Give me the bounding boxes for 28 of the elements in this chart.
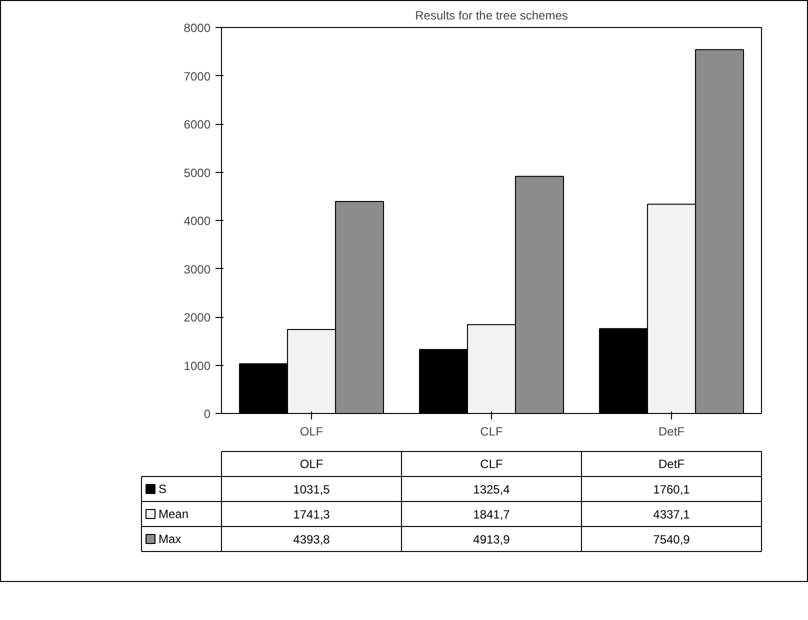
y-tick-label: 6000 — [184, 118, 211, 132]
data-label: 1741,3 — [293, 508, 330, 522]
x-tick-label: CLF — [480, 424, 503, 438]
y-tick-label: 8000 — [184, 21, 211, 35]
legend-label: Mean — [158, 507, 189, 521]
data-label: 1841,7 — [473, 508, 510, 522]
data-label: 4337,1 — [653, 508, 690, 522]
category-label: CLF — [480, 457, 503, 471]
category-label: DetF — [658, 457, 685, 471]
y-tick-label: 2000 — [184, 310, 211, 324]
y-tick-label: 7000 — [184, 69, 211, 84]
data-label: 1760,1 — [653, 482, 690, 496]
y-tick-label: 3000 — [184, 262, 211, 276]
x-tick-label: DetF — [658, 424, 685, 438]
legend-label: S — [158, 482, 167, 496]
chart-title: Results for the tree schemes — [415, 8, 568, 22]
y-tick-label: 0 — [204, 407, 211, 421]
legend-label: Max — [158, 532, 182, 546]
x-tick-label: OLF — [300, 424, 324, 438]
data-label: 1031,5 — [293, 482, 330, 496]
category-label: OLF — [300, 457, 324, 471]
data-label: 1325,4 — [473, 482, 510, 496]
data-label: 4913,9 — [473, 532, 510, 546]
y-tick-label: 5000 — [184, 166, 211, 180]
data-label: 7540,9 — [653, 532, 690, 546]
data-label: 4393,8 — [293, 532, 330, 546]
y-tick-label: 4000 — [184, 214, 211, 228]
y-tick-label: 1000 — [184, 358, 211, 373]
